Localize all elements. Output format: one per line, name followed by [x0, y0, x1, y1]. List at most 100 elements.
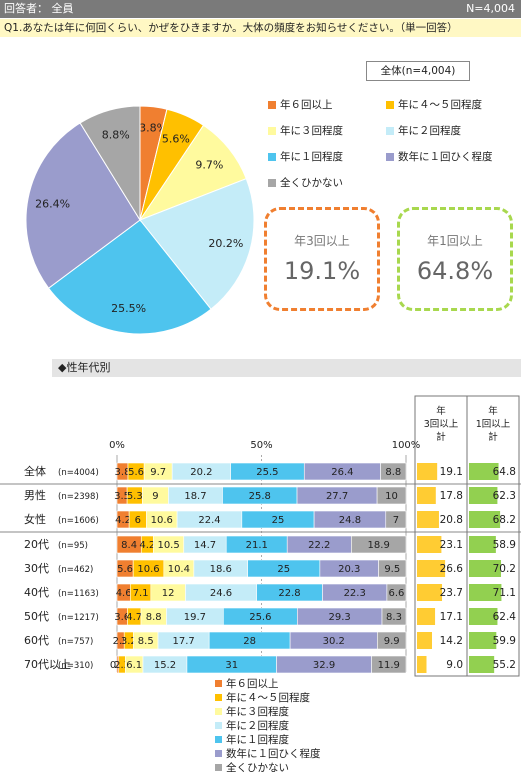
- legend-label: 年６回以上: [280, 99, 333, 111]
- bar-value-label: 10.6: [137, 564, 159, 575]
- pie-slice-6: [25, 122, 141, 289]
- bar-value-label: 0.6: [110, 660, 126, 671]
- summary-value-3-or-more: 26.6: [440, 563, 464, 575]
- x-tick-label: 0%: [109, 440, 125, 451]
- pie-label-7: 8.8%: [102, 128, 130, 141]
- bar-segment: [371, 655, 407, 674]
- summary-header-2: 年: [488, 405, 498, 417]
- row-label: 40代: [24, 586, 49, 599]
- bar-value-label: 29.3: [329, 612, 351, 623]
- bar-value-label: 11.9: [378, 660, 400, 671]
- bar-legend-label: 年に２回程度: [226, 719, 289, 732]
- bar-value-label: 6: [135, 515, 141, 526]
- bar-legend-swatch: [215, 736, 222, 743]
- row-n-label: (n=4004): [58, 468, 99, 478]
- bar-segment: [351, 535, 407, 554]
- bar-value-label: 9.7: [150, 467, 166, 478]
- kpi-1-or-more-title: 年1回以上: [427, 234, 483, 248]
- row-label: 女性: [24, 512, 46, 526]
- row-label: 70代以上: [24, 658, 71, 671]
- row-n-label: (n=95): [58, 541, 88, 551]
- bar-value-label: 28: [243, 636, 256, 647]
- summary-bar-1-or-more: [469, 511, 501, 528]
- summary-header-1: 計: [436, 431, 446, 443]
- pie-legend-item: 年に３回程度: [268, 123, 343, 138]
- bar-legend-label: 数年に１回ひく程度: [226, 747, 321, 760]
- bar-value-label: 32.9: [313, 660, 335, 671]
- summary-value-1-or-more: 70.2: [493, 563, 516, 575]
- summary-bar-3-or-more: [417, 584, 443, 601]
- bar-value-label: 22.4: [198, 515, 220, 526]
- summary-bar-3-or-more: [417, 463, 438, 480]
- summary-bar-1-or-more: [469, 656, 495, 673]
- row-label: 30代: [24, 562, 49, 575]
- kpi-3-or-more-value: 19.1%: [283, 257, 361, 285]
- bar-value-label: 22.2: [308, 540, 330, 551]
- row-n-label: (n=1606): [58, 516, 99, 526]
- section-label: ◆性年代別: [52, 359, 521, 377]
- summary-value-3-or-more: 23.1: [440, 539, 463, 551]
- bar-value-label: 9.9: [384, 636, 400, 647]
- bar-legend-swatch: [215, 694, 222, 701]
- legend-label: 年に１回程度: [280, 151, 343, 163]
- summary-value-3-or-more: 9.0: [446, 659, 463, 671]
- bar-segment: [385, 510, 407, 529]
- bar-value-label: 19.7: [184, 612, 206, 623]
- pie-label-4: 20.2%: [208, 237, 243, 250]
- summary-bar-1-or-more: [469, 608, 498, 625]
- summary-value-1-or-more: 71.1: [493, 587, 516, 599]
- summary-value-1-or-more: 62.4: [493, 611, 517, 623]
- bar-value-label: 17.7: [172, 636, 194, 647]
- pie-label-1: 3.8%: [139, 122, 167, 135]
- summary-bar-3-or-more: [417, 656, 427, 673]
- bar-value-label: 20.2: [190, 467, 212, 478]
- bar-value-label: 7.1: [133, 588, 149, 599]
- legend-label: 年に３回程度: [280, 125, 343, 137]
- pie-slice-4: [139, 178, 255, 310]
- bar-value-label: 14.7: [194, 540, 216, 551]
- row-n-label: (n=310): [58, 661, 93, 671]
- bar-segment: [376, 486, 407, 505]
- bar-legend-label: 年に４～５回程度: [226, 691, 310, 704]
- bar-value-label: 3.2: [121, 636, 137, 647]
- legend-swatch: [386, 101, 394, 109]
- bar-value-label: 27.7: [326, 491, 348, 502]
- pie-label-3: 9.7%: [195, 158, 223, 171]
- bar-value-label: 3.5: [114, 491, 130, 502]
- legend-swatch: [268, 101, 276, 109]
- summary-bar-3-or-more: [417, 608, 436, 625]
- bar-value-label: 25: [277, 564, 290, 575]
- bar-value-label: 18.7: [184, 491, 206, 502]
- bar-value-label: 25.5: [256, 467, 278, 478]
- bar-value-label: 10.6: [151, 515, 173, 526]
- bar-segment: [378, 559, 407, 578]
- bar-value-label: 6.1: [126, 660, 142, 671]
- bar-legend-label: 年に１回程度: [226, 733, 289, 746]
- summary-bar-3-or-more: [417, 560, 446, 577]
- pie-slice-7: [79, 105, 141, 222]
- bar-value-label: 8.3: [386, 612, 402, 623]
- bar-legend-swatch: [215, 722, 222, 729]
- bar-value-label: 15.2: [154, 660, 176, 671]
- legend-swatch: [268, 127, 276, 135]
- legend-label: 年に４～５回程度: [398, 99, 482, 111]
- bar-value-label: 12: [162, 588, 175, 599]
- summary-header-1: 3回以上: [424, 419, 459, 430]
- legend-swatch: [268, 179, 276, 187]
- bar-value-label: 6.6: [389, 588, 405, 599]
- bar-value-label: 2.3: [114, 660, 130, 671]
- summary-value-3-or-more: 17.1: [440, 611, 463, 623]
- legend-swatch: [386, 127, 394, 135]
- kpi-3-or-more-title: 年3回以上: [294, 234, 350, 248]
- bar-value-label: 8.8: [385, 467, 401, 478]
- summary-value-1-or-more: 64.8: [493, 466, 516, 478]
- row-label: 全体: [24, 464, 46, 478]
- bar-value-label: 25.6: [249, 612, 271, 623]
- pie-legend-item: 年６回以上: [268, 97, 333, 112]
- kpi-1-or-more-box: 年1回以上 64.8%: [397, 207, 513, 311]
- bar-value-label: 18.9: [368, 540, 390, 551]
- summary-value-1-or-more: 59.9: [493, 635, 516, 647]
- legend-label: 年に２回程度: [398, 125, 461, 137]
- bar-value-label: 10: [385, 491, 398, 502]
- bar-legend-label: 全くひかない: [226, 761, 289, 774]
